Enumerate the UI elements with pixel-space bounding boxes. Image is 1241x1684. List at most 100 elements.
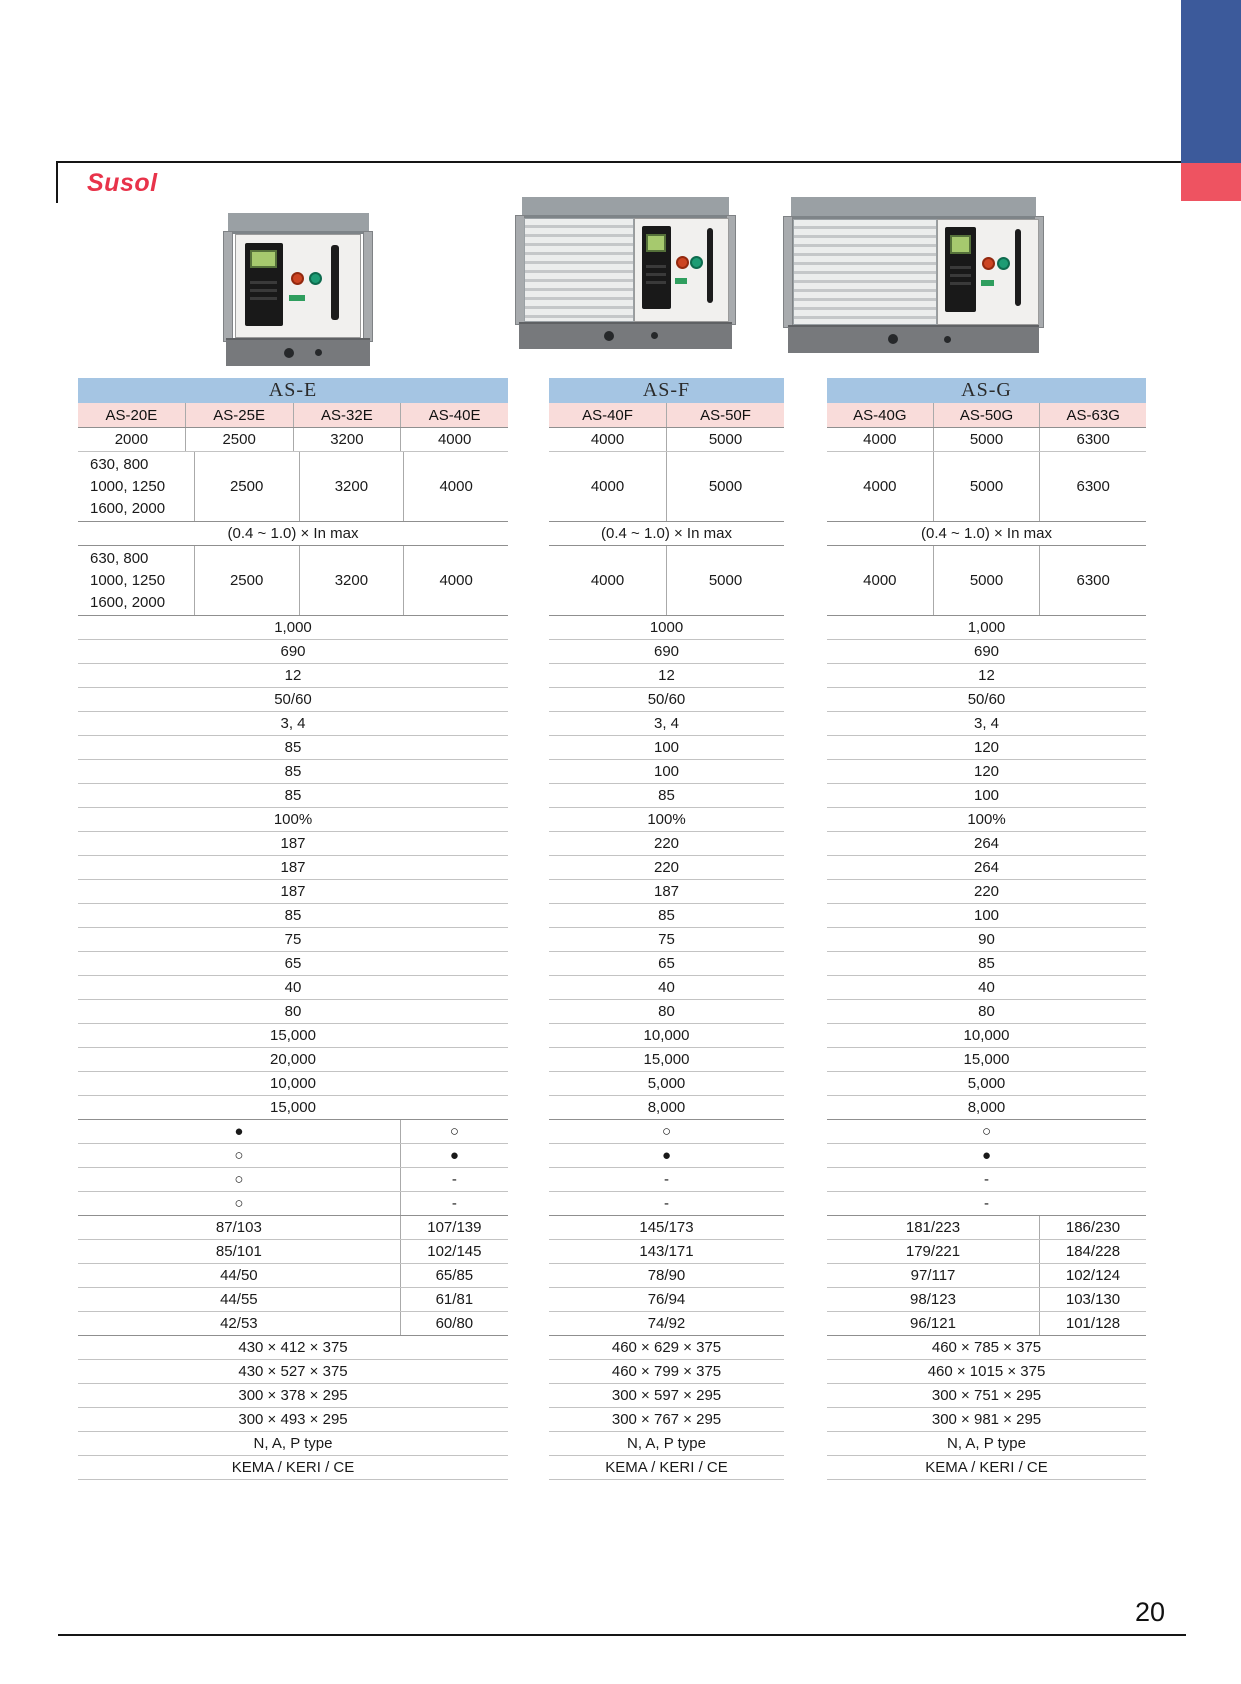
table-cell: 40 (978, 978, 995, 996)
table-row: 10,000 (549, 1024, 784, 1048)
table-row: 2000 2500 3200 4000 (78, 428, 508, 452)
table-cell: 76/94 (647, 1290, 686, 1308)
table-row: 50/60 (827, 688, 1146, 712)
table-cell: 12 (284, 666, 302, 684)
table-row: 10,000 (78, 1072, 508, 1096)
table-row: KEMA / KERI / CE (78, 1456, 508, 1480)
column-header: AS-32E (292, 403, 401, 427)
breaker-off-button (676, 255, 690, 269)
table-row: ○ ● (78, 1144, 508, 1168)
table-row: 12 (549, 664, 784, 688)
breaker-base (788, 324, 1039, 353)
table-cell: 186/230 (1039, 1216, 1146, 1239)
table-row: 100 (549, 736, 784, 760)
table-row: 460 × 799 × 375 (549, 1360, 784, 1384)
table-cell: 102/145 (399, 1240, 508, 1263)
table-cell: KEMA / KERI / CE (605, 1458, 728, 1476)
breaker-base (519, 321, 732, 349)
table-row: 15,000 (827, 1048, 1146, 1072)
breaker-knob (604, 330, 615, 341)
table-cell: 145/173 (639, 1218, 694, 1236)
table-row: 460 × 629 × 375 (549, 1336, 784, 1360)
breaker-lcd (250, 250, 278, 269)
table-row: 85/101 102/145 (78, 1240, 508, 1264)
table-cell: 460 × 1015 × 375 (927, 1362, 1046, 1380)
table-row: 85 (827, 952, 1146, 976)
table-row: 4000 5000 6300 (827, 452, 1146, 522)
table-row: ● ○ (78, 1120, 508, 1144)
table-cell: 75 (658, 930, 675, 948)
table-row: 630, 800 1000, 1250 1600, 2000 2500 3200 4000 (78, 452, 508, 522)
table-cell: 3, 4 (653, 714, 680, 732)
table-cell: 690 (653, 642, 680, 660)
table-row: 264 (827, 832, 1146, 856)
table-cell: 85 (284, 786, 302, 804)
table-cell: 50/60 (647, 690, 686, 708)
table-row: 8,000 (549, 1096, 784, 1120)
table-cell: 690 (280, 642, 306, 660)
table-row: 75 (78, 928, 508, 952)
table-cell: 264 (973, 834, 1000, 852)
breaker-face (936, 218, 1039, 325)
table-cell: 15,000 (270, 1026, 316, 1044)
breaker-face (235, 234, 361, 339)
table-cell: 6300 (1039, 452, 1146, 521)
table-cell: 100 (973, 786, 1000, 804)
table-row: 3, 4 (549, 712, 784, 736)
table-row: ● (549, 1144, 784, 1168)
table-row: 8,000 (827, 1096, 1146, 1120)
table-cell: 5000 (666, 546, 784, 615)
table-row: 74/92 (549, 1312, 784, 1336)
table-cell: 2500 (193, 452, 299, 521)
table-row: 100 (549, 760, 784, 784)
table-row: 85 (78, 760, 508, 784)
breaker-on-button (309, 272, 323, 286)
table-row: 44/55 61/81 (78, 1288, 508, 1312)
table-cell: 460 × 799 × 375 (611, 1362, 722, 1380)
breaker-trip-unit (641, 226, 671, 310)
table-cell: 8,000 (967, 1098, 1006, 1116)
table-cell: ○ (661, 1122, 672, 1140)
table-cell: 50/60 (967, 690, 1006, 708)
table-cell: 3200 (298, 546, 404, 615)
table-cell: 220 (653, 858, 680, 876)
table-cell: 85 (978, 954, 995, 972)
table-cell: 40 (284, 978, 302, 996)
table-row: 300 × 767 × 295 (549, 1408, 784, 1432)
table-row: (0.4 ~ 1.0) × In max (827, 522, 1146, 546)
table-cell: 80 (978, 1002, 995, 1020)
product-photo-as-g (783, 197, 1044, 353)
table-row: 181/223 186/230 (827, 1216, 1146, 1240)
breaker-handle (706, 228, 713, 304)
breaker-knob (283, 347, 294, 358)
table-row: N, A, P type (78, 1432, 508, 1456)
table-cell: 65 (284, 954, 302, 972)
breaker-keys (949, 266, 972, 291)
table-cell: 74/92 (647, 1314, 686, 1332)
table-cell: 80 (658, 1002, 675, 1020)
table-cell: 300 × 493 × 295 (238, 1410, 348, 1428)
table-cell: 85/101 (215, 1242, 262, 1260)
breaker-face (634, 218, 730, 322)
table-cell: 100 (653, 738, 680, 756)
table-cell: 2000 (114, 430, 149, 448)
table-row: 50/60 (78, 688, 508, 712)
table-cell: 87/103 (215, 1218, 262, 1236)
table-cell: - (664, 1170, 669, 1188)
table-row: 80 (827, 1000, 1146, 1024)
table-row: 690 (827, 640, 1146, 664)
table-cell: 85 (284, 738, 302, 756)
table-cell: 4000 (590, 571, 625, 589)
table-row: 300 × 378 × 295 (78, 1384, 508, 1408)
breaker-lcd (949, 234, 972, 254)
breaker-keys (646, 264, 667, 288)
table-row: 1000 (549, 616, 784, 640)
table-cell: 460 × 629 × 375 (611, 1338, 722, 1356)
table-cell: 12 (658, 666, 675, 684)
table-row: 690 (78, 640, 508, 664)
table-row: 44/50 65/85 (78, 1264, 508, 1288)
table-cell: 102/124 (1039, 1264, 1146, 1287)
table-cell: 4000 (400, 428, 508, 451)
table-cell: 80 (284, 1002, 302, 1020)
table-row: 300 × 597 × 295 (549, 1384, 784, 1408)
